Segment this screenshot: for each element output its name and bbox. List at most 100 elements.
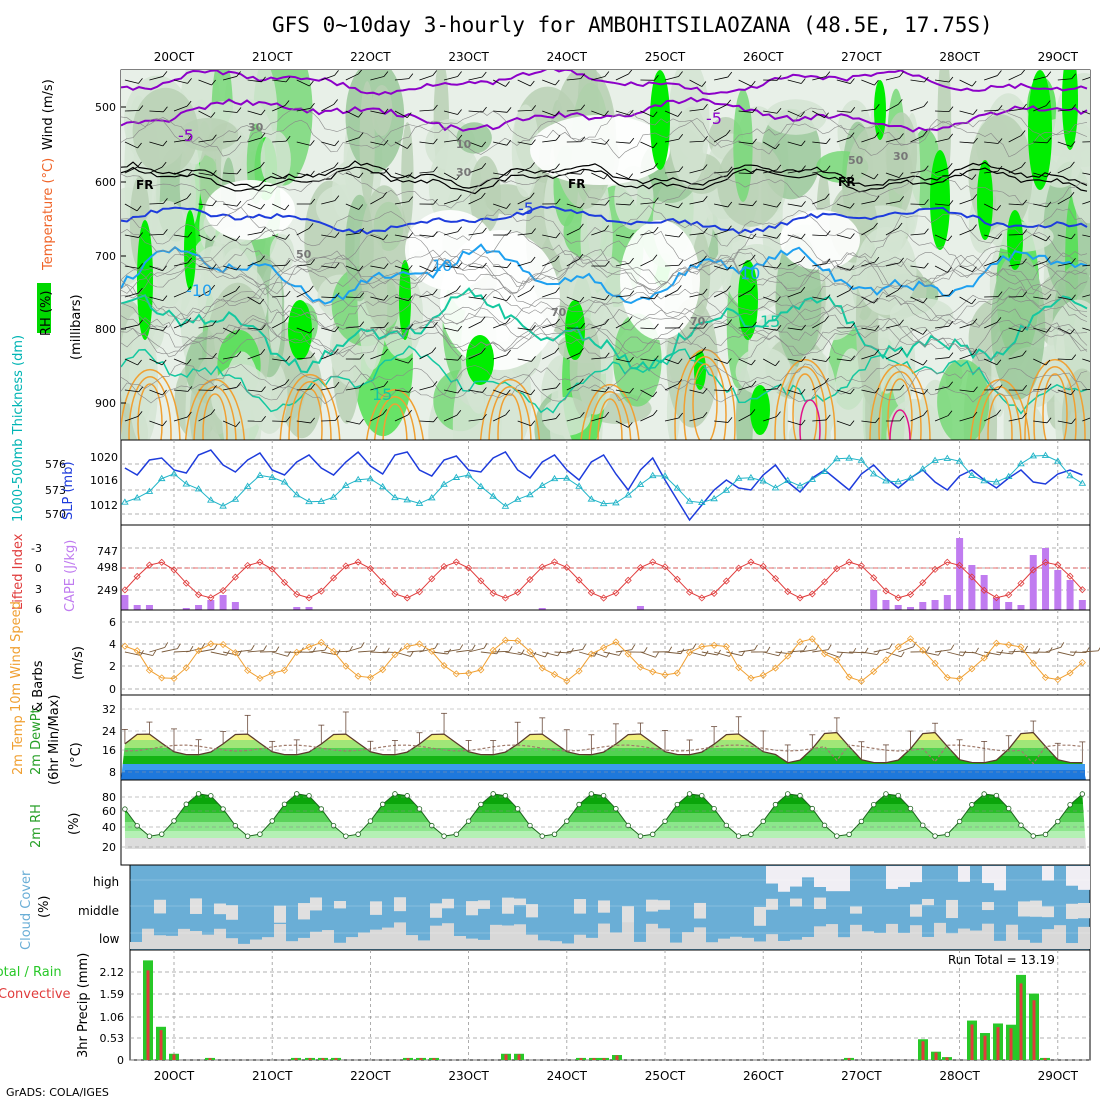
cloud-middle-block <box>1066 903 1078 919</box>
upper-wind-barb <box>812 110 825 119</box>
upper-wind-barb <box>935 110 950 112</box>
upper-wind-barb-flag <box>358 172 364 178</box>
upper-wind-barb-flag <box>187 134 193 141</box>
wind-barb-flag <box>250 644 255 651</box>
contour-label: 10 <box>740 264 760 283</box>
wind-speed-marker <box>673 669 681 677</box>
precip-convective-bar <box>592 1058 596 1060</box>
wind-barb-flag <box>152 650 157 656</box>
li-marker <box>121 586 129 594</box>
upper-wind-barb <box>493 322 507 329</box>
upper-wind-barb <box>959 141 974 144</box>
upper-wind-barb-flag <box>457 109 462 115</box>
cape-bar <box>1005 602 1013 610</box>
upper-wind-barb-flag <box>1096 233 1100 238</box>
upper-wind-barb-flag <box>629 257 634 264</box>
pressure-tick-label-500: 500 <box>95 101 116 114</box>
upper-wind-barb-flag <box>874 132 879 138</box>
wind-barb-flag <box>839 652 844 658</box>
wind-barb <box>161 648 178 653</box>
upper-wind-barb <box>272 105 286 112</box>
surface-temp-contour <box>792 373 818 440</box>
upper-wind-barb-flag <box>186 193 192 199</box>
wind-barb-flag <box>692 643 697 650</box>
cloud-low-block <box>874 932 886 949</box>
upper-wind-barb-flag <box>407 172 413 178</box>
upper-wind-barb <box>345 232 360 236</box>
upper-wind-barb-flag <box>801 356 806 362</box>
temperature-contour <box>121 205 1088 235</box>
upper-wind-barb <box>787 358 802 362</box>
upper-wind-barb-flag <box>898 347 903 354</box>
upper-wind-barb <box>493 141 507 146</box>
li-marker <box>636 564 645 572</box>
upper-wind-barb <box>272 420 287 422</box>
upper-wind-barb <box>419 293 434 298</box>
upper-wind-barb <box>493 354 507 360</box>
upper-wind-barb <box>443 414 457 422</box>
wind-speed-marker <box>145 666 154 674</box>
thickness-marker <box>133 494 141 501</box>
upper-wind-barb <box>124 166 138 174</box>
rh-marker <box>208 793 214 799</box>
wind-speed-marker <box>133 647 141 655</box>
upper-wind-barb <box>542 110 556 117</box>
rh-high-column <box>738 260 758 340</box>
cloud-low-block <box>538 940 550 949</box>
upper-wind-barb <box>394 201 409 205</box>
precip-bars <box>143 960 1050 1060</box>
cloud-high-block <box>886 866 898 889</box>
cloud-middle-block <box>910 904 922 917</box>
rh-marker <box>1018 822 1024 828</box>
wind-barb-flag <box>263 645 267 651</box>
upper-wind-barb <box>591 296 606 301</box>
thickness-marker <box>157 474 166 482</box>
cloud-low-block <box>226 938 238 949</box>
upper-wind-barb-flag <box>433 138 438 145</box>
upper-wind-barb-flag <box>1071 257 1076 264</box>
upper-wind-barb-flag <box>801 324 806 331</box>
pressure-tick-label-700: 700 <box>95 250 116 263</box>
wind-barb <box>566 649 583 653</box>
bottom-date-23OCT: 23OCT <box>448 1069 489 1083</box>
upper-wind-barb <box>738 110 753 113</box>
upper-wind-barb-flag <box>1096 384 1100 389</box>
precip-convective-bar <box>406 1058 410 1060</box>
li-marker <box>1005 591 1013 599</box>
wind-barb-flag <box>803 645 808 651</box>
upper-wind-barb-flag <box>1045 235 1051 242</box>
upper-wind-barb <box>812 382 825 391</box>
wind-barb <box>615 649 632 653</box>
wind-barb <box>247 650 264 653</box>
precip-convective-bar <box>208 1058 212 1060</box>
upper-wind-barb-flag <box>1071 418 1076 424</box>
upper-wind-barb <box>124 416 139 422</box>
upper-wind-barb <box>345 137 360 143</box>
cloud-low-block <box>814 926 826 949</box>
upper-wind-barb-flag <box>210 284 216 291</box>
upper-wind-barb <box>1057 141 1072 147</box>
upper-wind-barb-flag <box>702 288 708 295</box>
upper-wind-barb-flag <box>433 166 438 172</box>
upper-wind-barb-flag <box>408 357 413 364</box>
upper-wind-barb <box>640 167 654 174</box>
wind-barb <box>873 648 890 653</box>
surface-temp-contour <box>488 386 532 440</box>
upper-wind-barb <box>714 76 728 81</box>
rh-marker <box>146 833 153 839</box>
upper-wind-barb-flag <box>654 75 659 81</box>
rh-marker <box>772 801 779 808</box>
li-tick-6: 6 <box>35 603 42 616</box>
li-marker <box>550 558 559 566</box>
upper-wind-barb <box>689 232 704 236</box>
upper-wind-barb <box>959 416 974 422</box>
upper-wind-barb <box>566 172 581 175</box>
upper-wind-barb <box>763 358 776 367</box>
upper-wind-barb-flag <box>186 286 192 292</box>
wind-barb-flag <box>754 644 758 651</box>
surface-temp-contour <box>987 393 1013 440</box>
thickness-marker <box>624 491 632 498</box>
precip-tick-0.53: 0.53 <box>100 1032 125 1045</box>
wind-barb-flag <box>912 641 917 648</box>
rh-marker <box>478 801 484 808</box>
